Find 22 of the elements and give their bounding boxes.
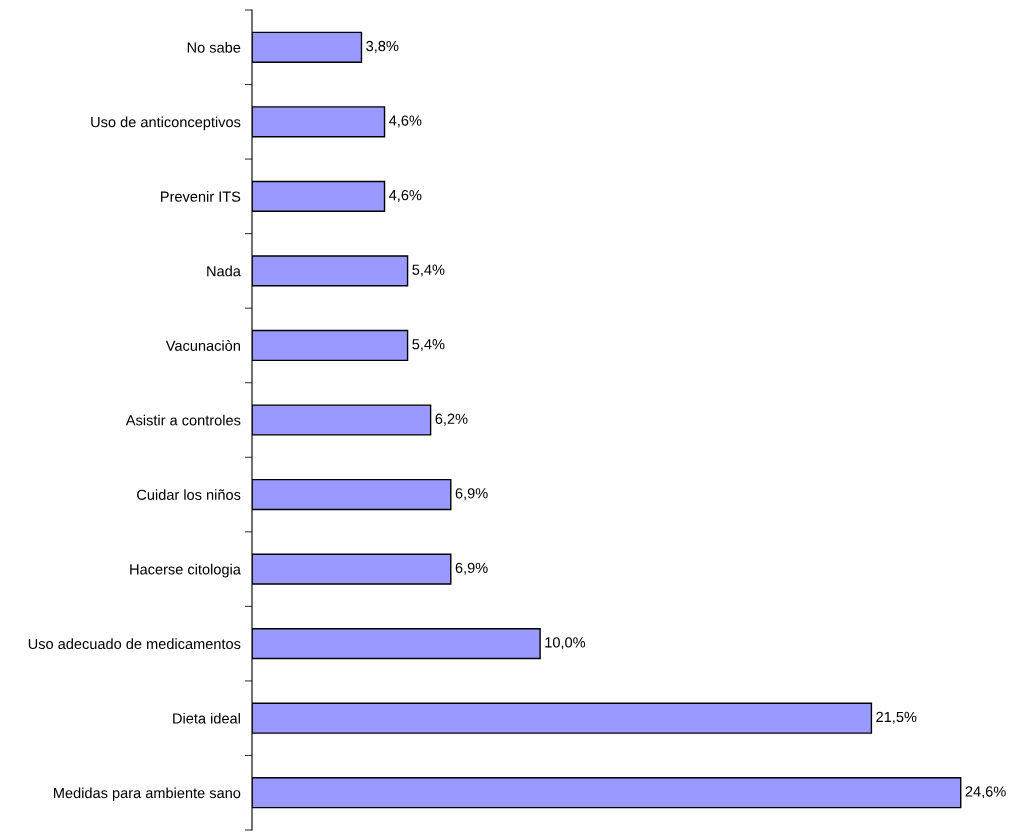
y-tick-label: Hacerse citologia <box>130 563 241 578</box>
data-label: 5,4% <box>412 339 445 352</box>
data-label: 4,6% <box>389 189 422 202</box>
data-label: 5,4% <box>412 264 445 277</box>
data-label: 24,6% <box>965 786 1006 799</box>
y-tick-label: Nada <box>207 265 241 277</box>
y-tick-label: Asistir a controles <box>125 414 241 426</box>
y-tick-label: No sabe <box>187 41 241 53</box>
data-label: 6,9% <box>455 562 488 575</box>
data-label: 6,9% <box>455 488 488 501</box>
y-tick-label: Prevenir ITS <box>161 191 241 202</box>
y-tick-label: Vacunaciòn <box>165 340 240 351</box>
data-label: 10,0% <box>545 637 586 650</box>
data-label: 21,5% <box>876 711 917 724</box>
data-label: 3,8% <box>366 40 399 53</box>
data-label: 4,6% <box>389 115 422 128</box>
y-tick-label: Dieta ideal <box>173 712 240 724</box>
y-tick-label: Medidas para ambiente sano <box>54 787 241 802</box>
y-tick-label: Uso de anticonceptivos <box>91 116 241 131</box>
data-label: 6,2% <box>435 413 468 426</box>
y-tick-label: Uso adecuado de medicamentos <box>28 638 241 650</box>
y-tick-label: Cuidar los niños <box>137 489 241 500</box>
